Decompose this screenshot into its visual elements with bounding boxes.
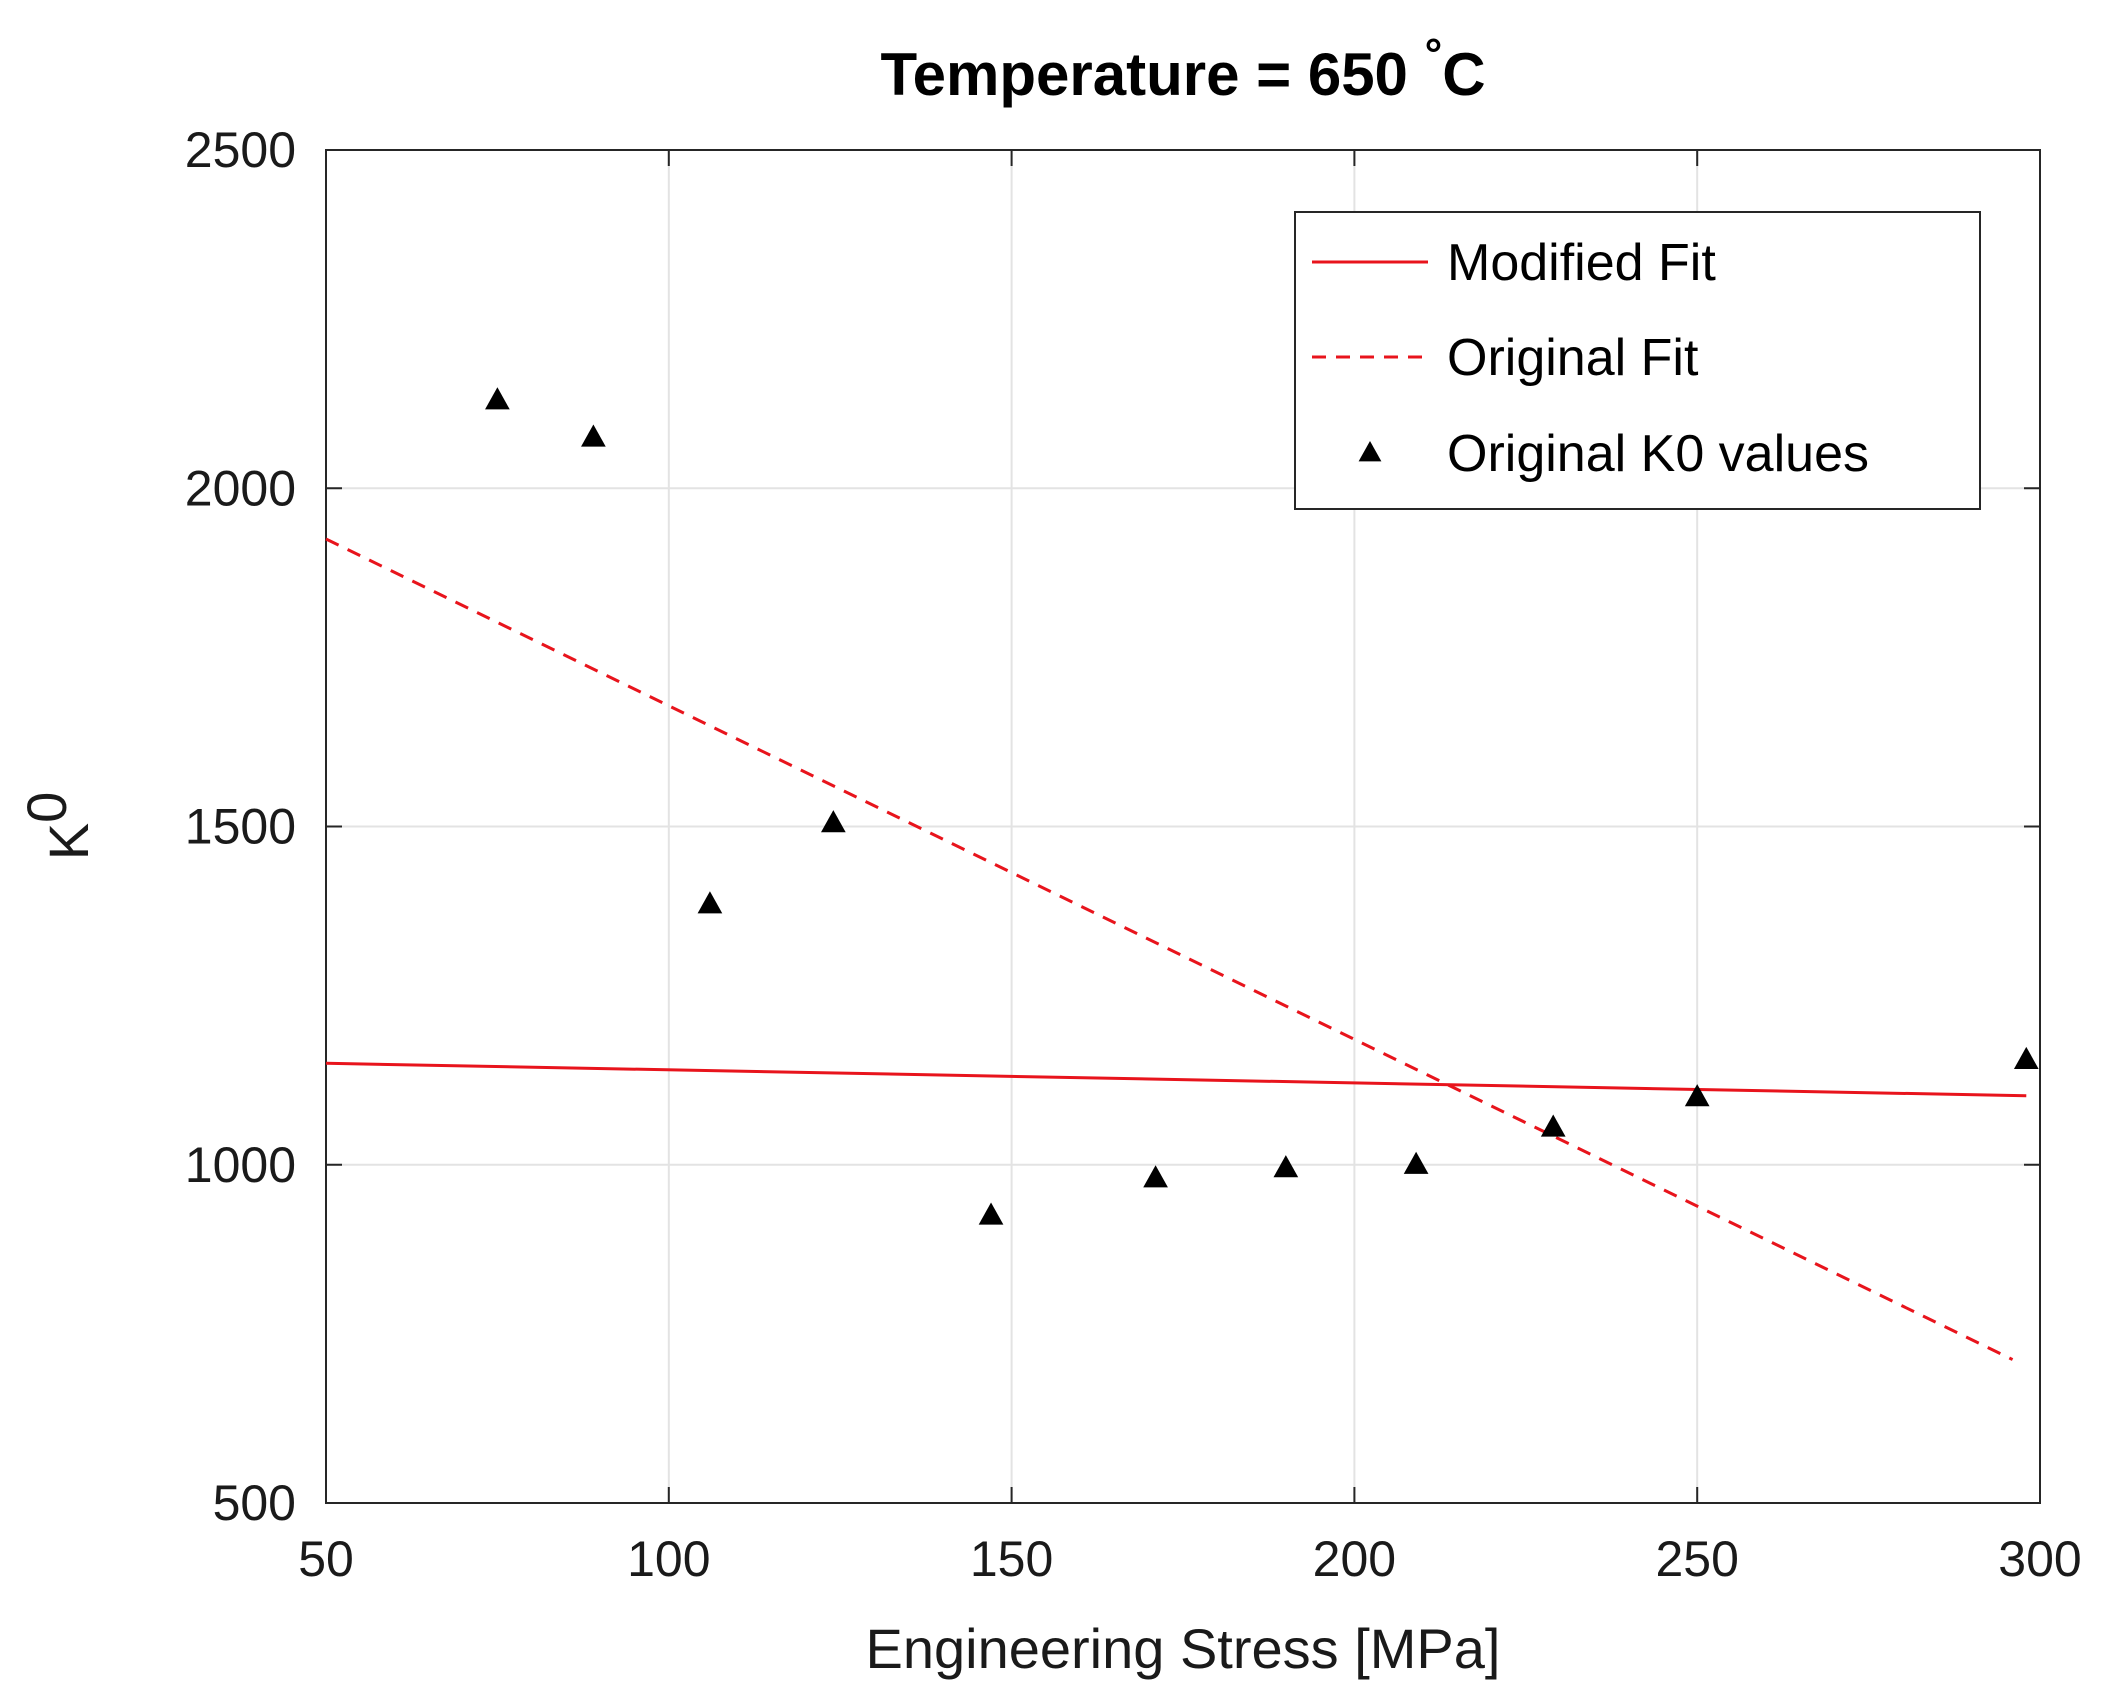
x-axis-label: Engineering Stress [MPa]	[866, 1617, 1501, 1680]
x-tick-label: 150	[970, 1531, 1053, 1587]
y-tick-label: 2000	[185, 460, 296, 516]
original-k0-values-point	[820, 810, 846, 833]
y-tick-label: 500	[213, 1475, 296, 1531]
original-k0-values-point	[1684, 1084, 1710, 1107]
x-tick-label: 200	[1313, 1531, 1396, 1587]
axis-ticks: 50 100 150 200 250 300 500 1000 1500 2000 2500	[185, 122, 2082, 1587]
original-k0-values-point	[2013, 1046, 2039, 1069]
y-axis-label: K0	[15, 792, 100, 861]
x-tick-label: 100	[627, 1531, 710, 1587]
legend-swatch-original-k0-values	[1358, 441, 1382, 462]
original-k0-values-point	[1403, 1151, 1429, 1174]
chart-title: Temperature = 650 °C	[880, 30, 1485, 108]
original-k0-values-point	[1540, 1114, 1566, 1137]
modified-fit-line	[325, 1061, 2027, 1098]
legend-label-modified-fit: Modified Fit	[1447, 234, 1716, 292]
original-k0-values-point	[978, 1202, 1004, 1225]
legend: Modified Fit Original Fit Original K0 valu…	[1294, 211, 1981, 510]
legend-label-original-k0-values: Original K0 values	[1447, 425, 1869, 483]
x-tick-label: 250	[1655, 1531, 1738, 1587]
x-tick-label: 300	[1998, 1531, 2081, 1587]
legend-label-original-fit: Original Fit	[1447, 329, 1699, 387]
original-k0-values-point	[1273, 1155, 1299, 1178]
y-tick-label: 2500	[185, 122, 296, 178]
original-k0-values-point	[581, 424, 606, 447]
original-fit-line	[325, 537, 2014, 1361]
y-tick-label: 1000	[185, 1137, 296, 1193]
series-layer	[325, 387, 2039, 1361]
y-tick-label: 1500	[185, 799, 296, 855]
original-k0-values-point	[485, 387, 510, 410]
original-k0-values-point	[1143, 1165, 1168, 1188]
original-k0-values-point	[697, 891, 723, 914]
x-tick-label: 50	[298, 1531, 354, 1587]
